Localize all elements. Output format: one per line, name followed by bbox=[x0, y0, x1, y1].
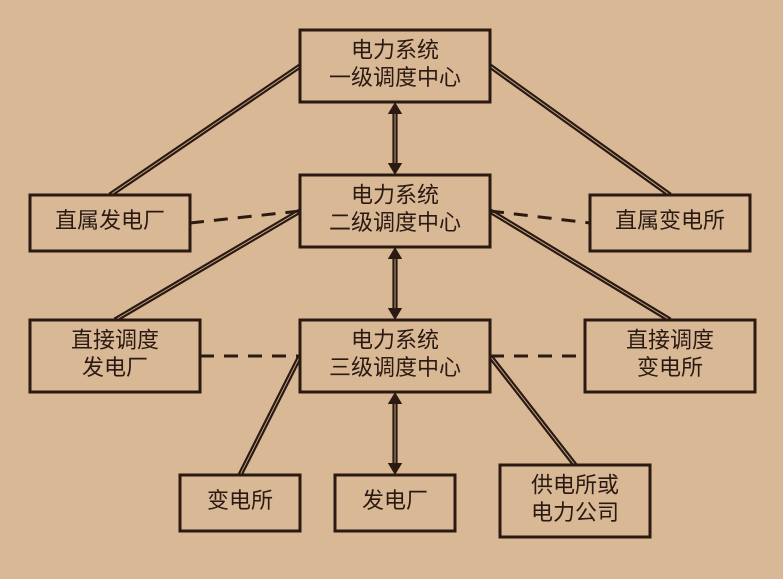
node-n_co: 供电所或电力公司 bbox=[500, 465, 650, 537]
edge bbox=[489, 65, 671, 196]
node-subA: 直属变电所 bbox=[590, 195, 750, 251]
node-label: 直接调度 bbox=[626, 327, 714, 352]
edge bbox=[388, 247, 402, 320]
node-label: 变电所 bbox=[637, 355, 703, 380]
edge bbox=[489, 355, 576, 466]
node-label: 变电所 bbox=[207, 488, 273, 513]
node-label: 直接调度 bbox=[71, 327, 159, 352]
node-label: 电力系统 bbox=[351, 182, 439, 207]
node-label: 电力公司 bbox=[531, 500, 619, 525]
node-n_sub: 变电所 bbox=[180, 475, 300, 531]
node-plantB: 直接调度发电厂 bbox=[30, 320, 200, 392]
edges-layer bbox=[109, 65, 671, 476]
diagram-canvas: 电力系统一级调度中心直属发电厂电力系统二级调度中心直属变电所直接调度发电厂电力系… bbox=[0, 0, 783, 579]
node-label: 直属发电厂 bbox=[55, 208, 165, 233]
edge bbox=[388, 102, 402, 175]
node-lvl1: 电力系统一级调度中心 bbox=[300, 30, 490, 102]
node-lvl2: 电力系统二级调度中心 bbox=[300, 175, 490, 247]
node-label: 发电厂 bbox=[362, 488, 428, 513]
node-subB: 直接调度变电所 bbox=[585, 320, 755, 392]
node-label: 电力系统 bbox=[351, 327, 439, 352]
edge bbox=[388, 392, 402, 475]
node-plantA: 直属发电厂 bbox=[30, 195, 190, 251]
node-lvl3: 电力系统三级调度中心 bbox=[300, 320, 490, 392]
node-label: 三级调度中心 bbox=[329, 355, 461, 380]
node-label: 供电所或 bbox=[531, 472, 619, 497]
node-label: 发电厂 bbox=[82, 355, 148, 380]
node-label: 二级调度中心 bbox=[329, 210, 461, 235]
node-n_plant: 发电厂 bbox=[335, 475, 455, 531]
node-label: 直属变电所 bbox=[615, 208, 725, 233]
edge bbox=[239, 355, 302, 475]
edge bbox=[109, 65, 301, 196]
node-label: 一级调度中心 bbox=[329, 65, 461, 90]
node-label: 电力系统 bbox=[351, 37, 439, 62]
